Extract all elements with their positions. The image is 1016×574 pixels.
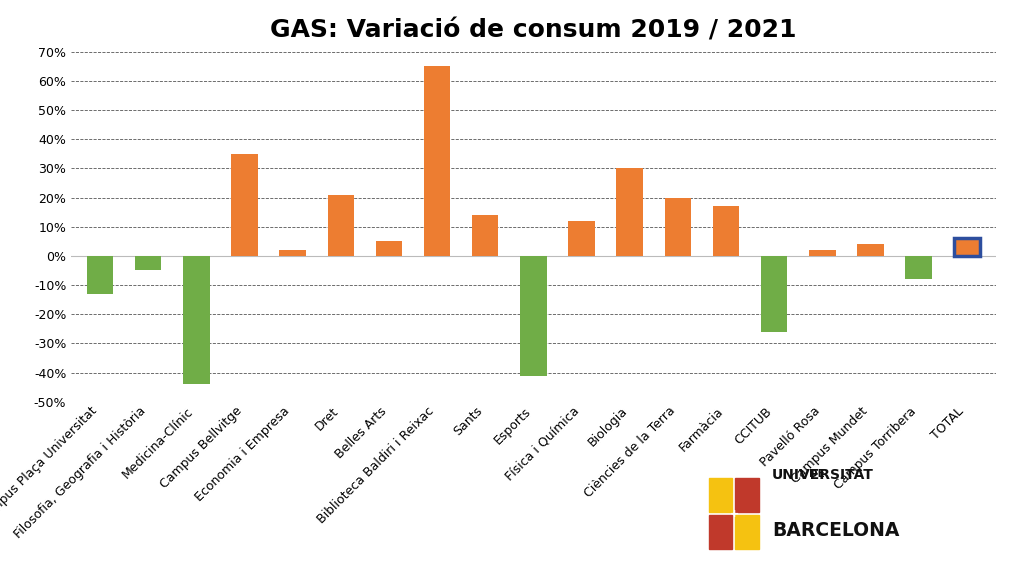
Bar	[424, 66, 450, 256]
Text: BARCELONA: BARCELONA	[772, 521, 899, 540]
Bar	[905, 256, 932, 279]
Bar	[376, 241, 402, 256]
Bar	[86, 256, 113, 294]
Bar	[858, 245, 884, 256]
Bar	[568, 221, 594, 256]
Bar	[736, 478, 759, 512]
Title: GAS: Variació de consum 2019 / 2021: GAS: Variació de consum 2019 / 2021	[270, 19, 797, 43]
Bar	[327, 195, 354, 256]
Bar	[472, 215, 499, 256]
Bar	[520, 256, 547, 375]
Bar	[664, 197, 691, 256]
Bar	[736, 515, 759, 549]
Bar	[809, 250, 835, 256]
Text: +: +	[729, 509, 739, 519]
Bar	[617, 168, 643, 256]
Text: DE: DE	[809, 470, 825, 479]
Bar	[232, 154, 258, 256]
Bar	[709, 515, 733, 549]
Text: UNIVERSITAT: UNIVERSITAT	[772, 468, 874, 482]
Bar	[761, 256, 787, 332]
Bar	[279, 250, 306, 256]
Bar	[135, 256, 162, 270]
Bar	[709, 478, 733, 512]
Bar	[713, 206, 740, 256]
Bar	[183, 256, 209, 385]
Bar	[954, 238, 980, 256]
